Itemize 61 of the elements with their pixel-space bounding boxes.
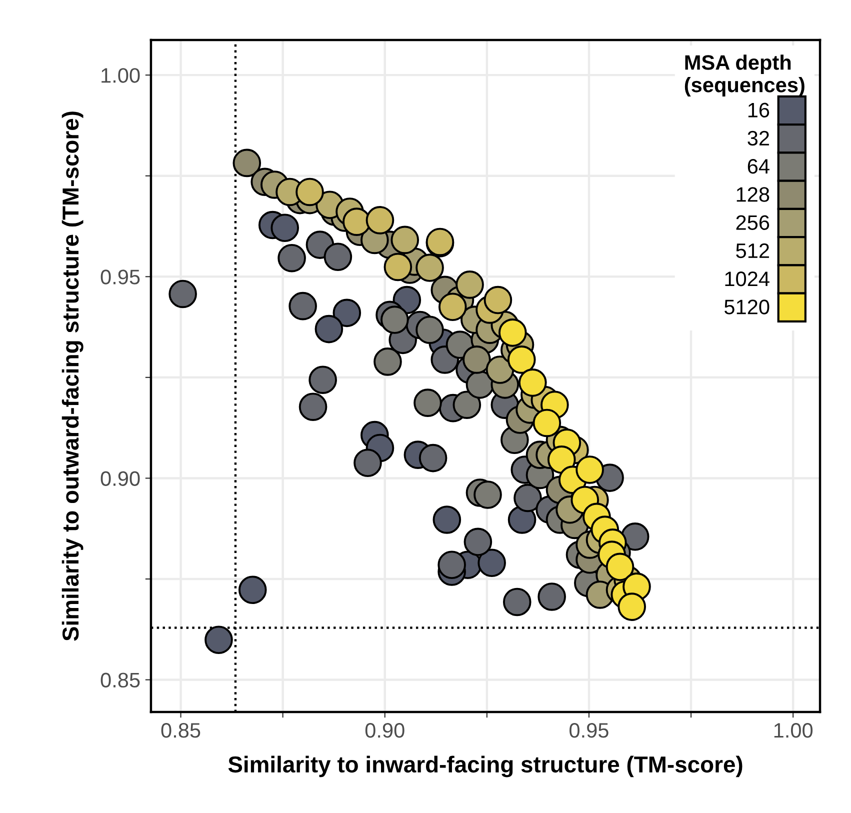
point <box>464 528 492 556</box>
point <box>324 242 352 272</box>
point <box>288 292 317 320</box>
point <box>418 444 448 472</box>
point <box>576 456 604 484</box>
x-axis-title: Similarity to inward-facing structure (TM-score) <box>228 756 742 778</box>
point <box>390 226 420 254</box>
text: 0.90 <box>365 722 404 738</box>
legend-label: 128 <box>736 187 770 202</box>
point <box>308 366 337 394</box>
point <box>232 148 262 178</box>
legend-label: 32 <box>748 130 769 146</box>
point <box>238 576 267 604</box>
legend-label: 5120 <box>724 300 770 314</box>
point <box>452 390 482 419</box>
point <box>278 244 306 272</box>
legend-label: 1024 <box>725 271 770 286</box>
legend-label: 512 <box>736 243 769 258</box>
point <box>484 286 512 314</box>
legend-label: 256 <box>736 215 770 230</box>
point <box>414 388 442 417</box>
y-axis-title: Similarity to outward-facing structure (TM-score) <box>62 112 84 641</box>
point <box>438 292 467 322</box>
point <box>366 206 394 234</box>
text: 0.90 <box>100 471 140 486</box>
point <box>462 346 491 374</box>
point <box>478 548 506 578</box>
point <box>416 316 444 344</box>
point <box>502 588 532 616</box>
point <box>547 446 576 474</box>
point <box>507 346 536 374</box>
text: 1.00 <box>102 68 140 83</box>
point <box>342 208 371 236</box>
point <box>498 318 527 347</box>
point <box>618 592 646 621</box>
point <box>456 270 484 299</box>
point <box>380 306 409 334</box>
point <box>508 506 536 534</box>
point <box>204 626 233 654</box>
point <box>532 408 562 438</box>
legend-title: MSA depth (sequences) <box>684 54 804 96</box>
legend-label: 16 <box>748 102 770 118</box>
point <box>474 480 502 509</box>
point <box>374 348 402 376</box>
point <box>518 368 547 397</box>
text: 1.00 <box>774 722 813 738</box>
point <box>514 484 542 512</box>
point <box>314 314 344 344</box>
point <box>296 178 324 206</box>
point <box>432 506 462 534</box>
point <box>438 550 466 580</box>
point <box>384 252 412 282</box>
point <box>354 448 382 478</box>
point <box>298 392 328 422</box>
legend-label: 64 <box>748 158 770 174</box>
point <box>416 254 444 282</box>
point <box>168 280 197 308</box>
point <box>332 298 362 328</box>
point <box>538 582 566 611</box>
point <box>486 356 514 384</box>
point <box>270 214 300 242</box>
